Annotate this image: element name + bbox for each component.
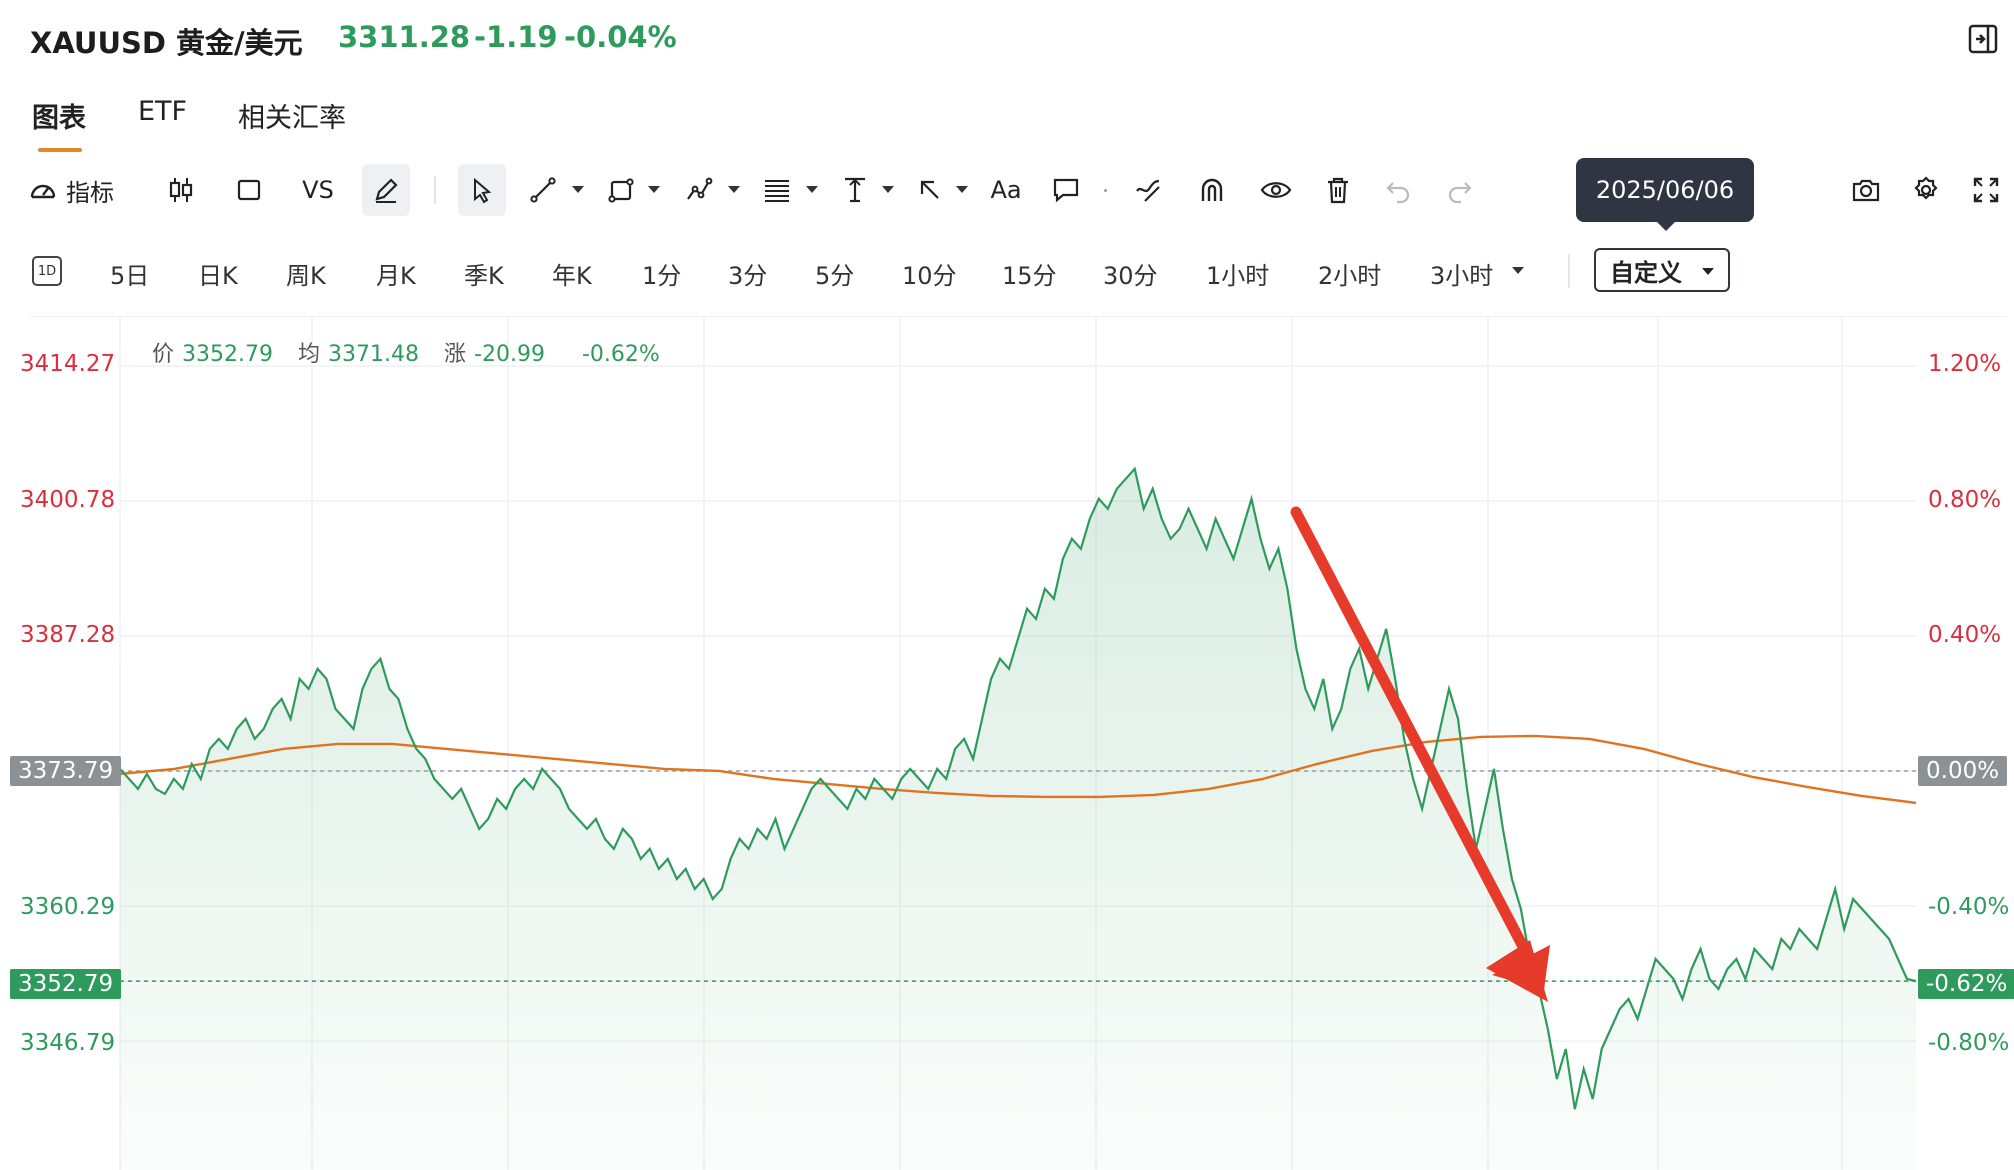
period-item[interactable]: 年K xyxy=(552,256,592,291)
pattern-icon[interactable] xyxy=(684,164,744,216)
chevron-down-icon[interactable] xyxy=(1512,267,1524,274)
period-item[interactable]: 5日 xyxy=(110,256,149,291)
arrow-tool-icon[interactable] xyxy=(916,164,976,216)
toolbar-dot xyxy=(1104,189,1107,192)
text-tool-button[interactable]: Aa xyxy=(986,164,1026,216)
header: XAUUSD 黄金/美元 3311.28 -1.19 -0.04% xyxy=(0,0,2014,86)
undo-icon[interactable] xyxy=(1378,164,1418,216)
right-axis-tick: 0.80% xyxy=(1928,487,2001,513)
right-axis-tick: -0.80% xyxy=(1928,1030,2009,1056)
line-icon[interactable] xyxy=(528,164,588,216)
indicator-button[interactable]: 指标 xyxy=(28,164,124,216)
period-item[interactable]: 3小时 xyxy=(1430,256,1493,291)
date-tooltip: 2025/06/06 xyxy=(1576,158,1754,222)
expand-icon[interactable] xyxy=(1968,24,1998,54)
price-change: -1.19 xyxy=(474,20,558,54)
last-price: 3311.28 xyxy=(338,20,470,54)
prev-close-pct-badge: 0.00% xyxy=(1918,756,2007,786)
period-item[interactable]: 15分 xyxy=(1002,256,1057,291)
tooltip-pointer xyxy=(1657,222,1675,231)
period-item[interactable]: 日K xyxy=(198,256,238,291)
redo-icon[interactable] xyxy=(1440,164,1480,216)
fullscreen-icon[interactable] xyxy=(1966,164,2006,216)
custom-period-button[interactable]: 自定义 xyxy=(1594,248,1730,292)
period-divider xyxy=(1568,254,1570,288)
vs-label: VS xyxy=(302,176,334,204)
period-item[interactable]: 3分 xyxy=(728,256,767,291)
gauge-icon xyxy=(28,175,58,205)
shape-icon[interactable] xyxy=(606,164,666,216)
period-bar: 1D 5日 日K 周K 月K 季K 年K 1分 3分 5分 10分 15分 30… xyxy=(0,248,2014,298)
left-axis-tick: 3346.79 xyxy=(20,1030,115,1056)
period-item[interactable]: 30分 xyxy=(1103,256,1158,291)
measure-icon[interactable] xyxy=(840,164,900,216)
period-item[interactable]: 周K xyxy=(286,256,326,291)
period-item[interactable]: 10分 xyxy=(902,256,957,291)
prev-close-badge: 3373.79 xyxy=(10,756,121,786)
current-price-badge: 3352.79 xyxy=(10,969,121,999)
price-change-pct: -0.04% xyxy=(564,20,677,54)
tab-bar: 图表 ETF 相关汇率 xyxy=(0,96,600,150)
tab-etf[interactable]: ETF xyxy=(138,96,187,127)
right-axis-tick: 1.20% xyxy=(1928,351,2001,377)
current-pct-badge: -0.62% xyxy=(1918,969,2014,999)
period-item[interactable]: 月K xyxy=(376,256,416,291)
left-axis-tick: 3414.27 xyxy=(20,351,115,377)
right-axis-tick: -0.40% xyxy=(1928,894,2009,920)
gear-icon[interactable] xyxy=(1906,164,1946,216)
chg-label: 涨 xyxy=(444,342,466,367)
compare-button[interactable]: VS xyxy=(296,164,340,216)
indicator-label: 指标 xyxy=(66,173,114,208)
toolbar-divider xyxy=(434,176,436,204)
period-item[interactable]: 季K xyxy=(464,256,504,291)
cursor-icon[interactable] xyxy=(458,164,506,216)
magnet-icon[interactable] xyxy=(1192,164,1232,216)
pct-value: -0.62% xyxy=(582,342,660,367)
left-axis-tick: 3400.78 xyxy=(20,487,115,513)
price-chart[interactable] xyxy=(0,310,2014,1170)
period-item[interactable]: 1小时 xyxy=(1206,256,1269,291)
camera-icon[interactable] xyxy=(1846,164,1886,216)
active-tab-indicator xyxy=(38,148,82,152)
avg-value: 3371.48 xyxy=(328,342,419,367)
right-axis-tick: 0.40% xyxy=(1928,622,2001,648)
fib-icon[interactable] xyxy=(762,164,822,216)
price-area xyxy=(120,469,1916,1170)
left-axis-tick: 3387.28 xyxy=(20,622,115,648)
text-tool-label: Aa xyxy=(990,176,1021,204)
crosshair-info: 价 3352.79 均 3371.48 涨 -20.99 -0.62% xyxy=(152,336,668,366)
tab-chart[interactable]: 图表 xyxy=(32,96,86,135)
custom-period-label: 自定义 xyxy=(1610,253,1682,288)
price-label: 价 xyxy=(152,342,174,367)
trash-icon[interactable] xyxy=(1318,164,1358,216)
avg-label: 均 xyxy=(298,342,320,367)
left-axis-tick: 3360.29 xyxy=(20,894,115,920)
period-item[interactable]: 5分 xyxy=(815,256,854,291)
chg-value: -20.99 xyxy=(474,342,545,367)
candlestick-icon[interactable] xyxy=(162,164,200,216)
eye-icon[interactable] xyxy=(1256,164,1296,216)
one-day-icon[interactable]: 1D xyxy=(32,256,62,286)
rectangle-icon[interactable] xyxy=(230,164,268,216)
tab-related-fx[interactable]: 相关汇率 xyxy=(238,96,346,135)
comment-icon[interactable] xyxy=(1046,164,1086,216)
period-item[interactable]: 1分 xyxy=(642,256,681,291)
brush-icon[interactable] xyxy=(1128,164,1168,216)
symbol-title: XAUUSD 黄金/美元 xyxy=(30,20,303,62)
price-value: 3352.79 xyxy=(182,342,273,367)
period-item[interactable]: 2小时 xyxy=(1318,256,1381,291)
chevron-down-icon xyxy=(1702,268,1714,275)
pencil-icon[interactable] xyxy=(362,164,410,216)
